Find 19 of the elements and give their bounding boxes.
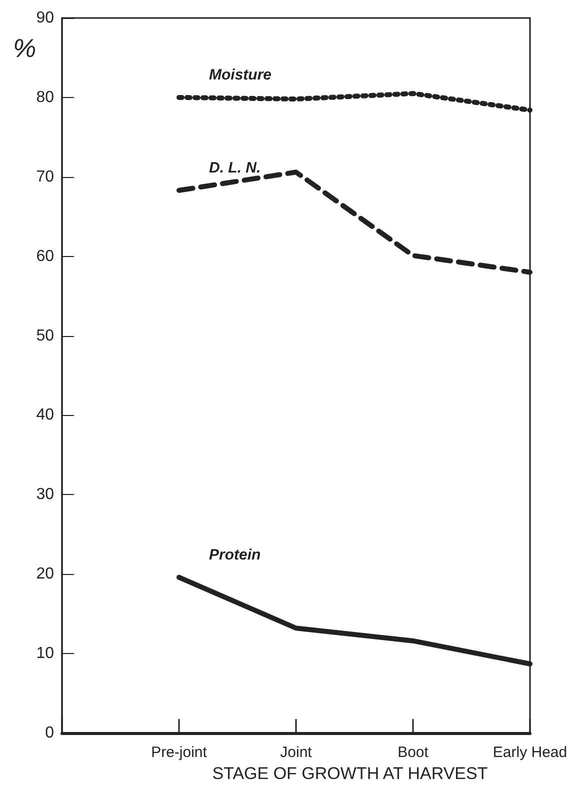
x-tick-label: Joint (280, 744, 313, 761)
series-label: Moisture (209, 66, 272, 84)
y-tick-label: 60 (36, 248, 54, 265)
y-tick-label: 70 (36, 168, 54, 186)
y-axis-title: % (13, 33, 36, 63)
x-axis-title: STAGE OF GROWTH AT HARVEST (212, 764, 488, 783)
y-tick-label: 40 (36, 406, 54, 424)
y-tick-label: 90 (36, 10, 54, 26)
x-tick-label: Boot (398, 744, 430, 761)
y-tick-label: 50 (36, 327, 54, 344)
y-tick-label: 30 (36, 486, 54, 504)
x-tick-label: Early Head (492, 744, 568, 761)
y-tick-label: 0 (45, 724, 54, 742)
x-tick-label: Pre-joint (151, 744, 208, 761)
y-tick-label: 20 (36, 566, 54, 583)
series-label: Protein (209, 546, 261, 564)
series-label: D. L. N. (209, 159, 261, 176)
y-tick-label: 80 (36, 88, 54, 106)
y-tick-label: 10 (36, 645, 54, 662)
